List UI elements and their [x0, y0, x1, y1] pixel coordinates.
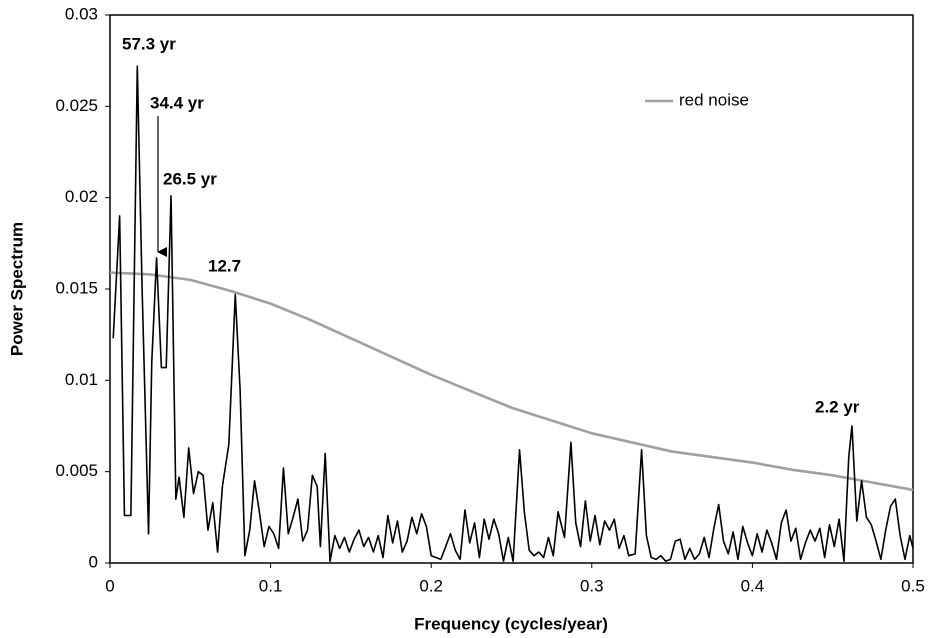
red-noise-line: [109, 271, 914, 492]
annotation: 34.4 yr: [150, 93, 204, 112]
spectrum-line: [112, 65, 914, 562]
annotation: 12.7: [208, 256, 241, 275]
y-tick-label: 0.005: [55, 461, 98, 480]
y-tick-label: 0.03: [65, 4, 98, 23]
annotation: 26.5 yr: [163, 169, 217, 188]
x-tick-label: 0.5: [901, 576, 925, 595]
y-tick-label: 0.01: [65, 370, 98, 389]
plot-frame: [109, 14, 914, 564]
x-tick-label: 0.1: [259, 576, 283, 595]
x-tick-label: 0.2: [419, 576, 443, 595]
legend-label: red noise: [679, 90, 749, 109]
y-tick-label: 0: [89, 552, 98, 571]
x-tick-label: 0.4: [741, 576, 765, 595]
x-tick-label: 0.3: [580, 576, 604, 595]
y-tick-label: 0.015: [55, 278, 98, 297]
x-tick-label: 0: [105, 576, 114, 595]
annotation: 57.3 yr: [122, 34, 176, 53]
y-tick-label: 0.02: [65, 187, 98, 206]
annotation: 2.2 yr: [815, 397, 860, 416]
y-axis-label: Power Spectrum: [7, 222, 26, 356]
x-axis-label: Frequency (cycles/year): [414, 614, 608, 633]
y-tick-label: 0.025: [55, 96, 98, 115]
